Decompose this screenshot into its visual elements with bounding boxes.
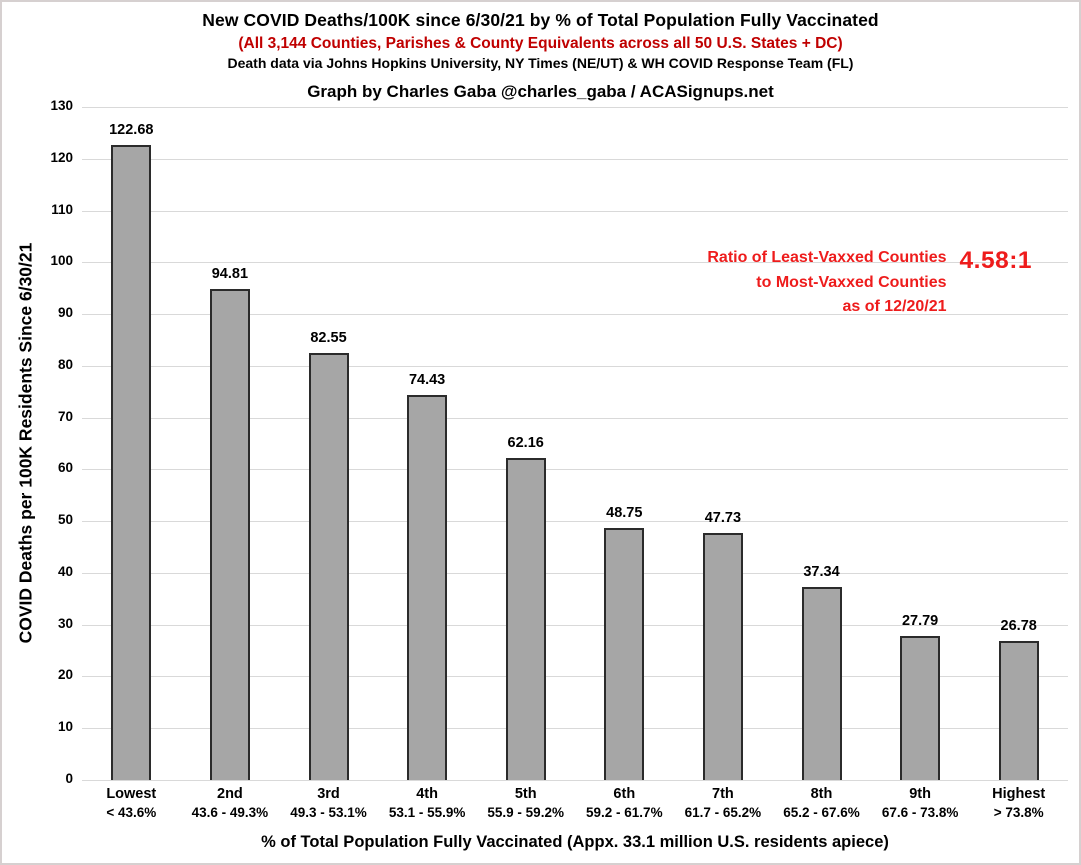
bar: 122.68	[109, 122, 153, 780]
ratio-annotation-line: to Most-Vaxxed Counties	[756, 273, 947, 291]
gridline	[82, 262, 1068, 264]
gridline	[82, 365, 1068, 367]
x-category-label: 2nd 43.6 - 49.3%	[181, 786, 280, 820]
gridline	[82, 210, 1068, 212]
y-tick-label: 100	[50, 253, 73, 269]
chart-title: New COVID Deaths/100K since 6/30/21 by %…	[202, 10, 879, 30]
gridline	[82, 158, 1068, 160]
y-tick-label: 0	[65, 771, 73, 786]
bar: 74.43	[407, 372, 448, 780]
x-category-rank: 6th	[613, 786, 636, 802]
chart-subtitle: (All 3,144 Counties, Parishes & County E…	[238, 34, 843, 52]
gridline	[82, 521, 1068, 523]
x-axis-title: % of Total Population Fully Vaccinated (…	[261, 833, 889, 851]
ratio-annotation-line: as of 12/20/21	[842, 298, 947, 315]
y-tick-label: 90	[57, 305, 73, 321]
x-category-range: 43.6 - 49.3%	[191, 805, 269, 820]
credit-note: Graph by Charles Gaba @charles_gaba / AC…	[307, 81, 774, 101]
y-tick-label: 110	[51, 201, 73, 217]
bar-value-label: 27.79	[901, 613, 939, 630]
x-category-labels: Lowest < 43.6% 2nd 43.6 - 49.3% 3rd 49.3 - 53…	[82, 786, 1068, 828]
bar: 62.16	[505, 435, 546, 780]
x-category-label: Lowest < 43.6%	[82, 786, 181, 820]
bar-value-label: 122.68	[109, 121, 154, 138]
bar: 94.81	[209, 266, 250, 780]
x-category-label: 5th 55.9 - 59.2%	[476, 786, 575, 820]
x-category-rank: 3rd	[317, 786, 340, 802]
bar: 26.78	[998, 618, 1039, 780]
x-category-range: 53.1 - 55.9%	[388, 805, 466, 820]
bar: 48.75	[604, 505, 645, 780]
x-category-range: < 43.6%	[106, 805, 157, 820]
ratio-annotation: Ratio of Least-Vaxxed Counties to Most-V…	[707, 246, 1032, 320]
gridline	[82, 676, 1068, 678]
x-category-range: 55.9 - 59.2%	[487, 805, 564, 820]
bar-value-label: 74.43	[408, 371, 446, 388]
x-category-range: > 73.8%	[993, 805, 1044, 820]
plot-area: 122.68 94.81 82.55 74.43 62.16 48.75 47.73 37.3…	[82, 107, 1068, 781]
bar: 27.79	[900, 613, 941, 780]
y-tick-label: 120	[50, 149, 73, 165]
x-category-label: 4th 53.1 - 55.9%	[378, 786, 477, 820]
bar-value-label: 37.34	[803, 563, 840, 580]
x-category-rank: 2nd	[217, 786, 243, 802]
x-category-label: Highest > 73.8%	[969, 786, 1068, 820]
x-category-range: 49.3 - 53.1%	[290, 805, 367, 820]
gridline	[82, 417, 1068, 419]
bar-value-label: 82.55	[310, 329, 347, 346]
x-category-range: 59.2 - 61.7%	[586, 805, 663, 820]
x-category-rank: 5th	[514, 786, 537, 802]
gridline	[82, 624, 1068, 626]
chart-header: New COVID Deaths/100K since 6/30/21 by %…	[2, 10, 1079, 102]
y-tick-label: 50	[57, 512, 73, 528]
y-tick-label: 80	[57, 356, 73, 372]
gridline	[82, 314, 1068, 316]
gridline	[82, 728, 1068, 730]
x-category-range: 65.2 - 67.6%	[783, 805, 860, 820]
ratio-value: 4.58:1	[959, 247, 1032, 274]
y-tick-label: 60	[57, 460, 73, 476]
data-source-note: Death data via Johns Hopkins University,…	[227, 55, 854, 72]
gridline	[82, 572, 1068, 574]
x-category-label: 9th 67.6 - 73.8%	[871, 786, 970, 820]
y-tick-label: 130	[50, 98, 73, 113]
y-tick-label: 20	[57, 667, 73, 683]
x-category-label: 7th 61.7 - 65.2%	[674, 786, 773, 820]
x-category-label: 8th 65.2 - 67.6%	[772, 786, 871, 820]
ratio-annotation-line: Ratio of Least-Vaxxed Counties	[707, 249, 947, 266]
y-tick-label: 10	[57, 719, 73, 735]
x-category-label: 3rd 49.3 - 53.1%	[279, 786, 378, 820]
bar-value-label: 94.81	[211, 266, 249, 283]
bar: 82.55	[308, 330, 349, 780]
bar-value-label: 47.73	[704, 509, 742, 526]
x-category-rank: 7th	[712, 786, 734, 802]
x-category-rank: 4th	[416, 786, 438, 802]
x-category-range: 61.7 - 65.2%	[684, 805, 762, 820]
x-category-range: 67.6 - 73.8%	[881, 805, 959, 820]
gridline	[82, 469, 1068, 471]
bar-value-label: 48.75	[606, 504, 643, 521]
gridline	[82, 107, 1068, 108]
gridline	[82, 780, 1068, 781]
x-category-label: 6th 59.2 - 61.7%	[575, 786, 674, 820]
x-category-rank: Lowest	[106, 786, 157, 802]
bar: 47.73	[702, 510, 743, 780]
ratio-annotation-text: Ratio of Least-Vaxxed Counties to Most-V…	[707, 246, 946, 320]
x-category-rank: 8th	[810, 786, 833, 802]
bar-value-label: 26.78	[1000, 618, 1037, 635]
x-category-rank: 9th	[909, 786, 931, 802]
y-tick-label: 30	[57, 615, 73, 631]
y-tick-label: 40	[57, 563, 73, 579]
y-axis-title: COVID Deaths per 100K Residents Since 6/…	[15, 242, 36, 644]
y-tick-label: 70	[57, 408, 73, 424]
bar-value-label: 62.16	[507, 435, 544, 452]
bar: 37.34	[801, 564, 842, 780]
x-category-rank: Highest	[992, 786, 1046, 802]
